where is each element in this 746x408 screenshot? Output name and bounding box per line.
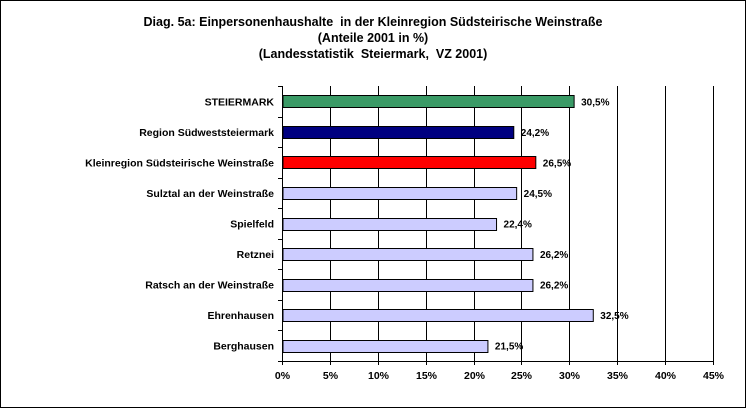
bar	[282, 279, 534, 292]
bar	[282, 156, 537, 169]
bar	[282, 248, 534, 261]
value-label: 26,2%	[540, 250, 568, 261]
x-tick-label: 10%	[368, 370, 390, 382]
x-tick-label: 0%	[275, 370, 291, 382]
category-label: Kleinregion Südsteirische Weinstraße	[85, 157, 274, 169]
chart-title-block: Diag. 5a: Einpersonenhaushalte in der Kl…	[0, 14, 746, 62]
x-tick-label: 15%	[416, 370, 438, 382]
value-label: 24,5%	[524, 189, 552, 200]
category-label: Retznei	[237, 249, 274, 261]
value-label: 26,5%	[543, 158, 571, 169]
chart-subtitle: (Anteile 2001 in %)	[317, 31, 429, 45]
x-tick-label: 40%	[655, 370, 677, 382]
category-label: STEIERMARK	[205, 96, 275, 108]
x-tick-label: 20%	[464, 370, 486, 382]
bar	[282, 309, 594, 322]
chart-title: Diag. 5a: Einpersonenhaushalte in der Kl…	[143, 15, 603, 29]
value-label: 21,5%	[495, 342, 523, 353]
category-label: Region Südweststeiermark	[139, 127, 274, 139]
category-label: Ehrenhausen	[207, 310, 274, 322]
category-label: Spielfeld	[230, 219, 274, 231]
bar	[282, 340, 489, 353]
x-tick-label: 25%	[511, 370, 533, 382]
axes	[278, 86, 714, 365]
value-label: 26,2%	[540, 281, 568, 292]
value-label: 30,5%	[581, 97, 609, 108]
bar	[282, 187, 518, 200]
labels: 0% 5% 10% 15% 20% 25% 30% 35% 40% 45% STEIERMARK 30…	[85, 96, 725, 382]
value-label: 32,5%	[600, 311, 628, 322]
value-label: 24,2%	[521, 128, 549, 139]
value-label: 22,4%	[504, 220, 532, 231]
bar	[282, 218, 498, 231]
category-label: Berghausen	[213, 341, 274, 353]
bar	[282, 126, 515, 139]
x-tick-label: 35%	[607, 370, 629, 382]
x-tick-label: 45%	[703, 370, 725, 382]
x-tick-label: 5%	[323, 370, 339, 382]
category-label: Ratsch an der Weinstraße	[145, 280, 274, 292]
chart-source: (Landesstatistik Steiermark, VZ 2001)	[258, 47, 488, 61]
category-label: Sulztal an der Weinstraße	[146, 188, 274, 200]
bar	[282, 95, 575, 108]
x-tick-label: 30%	[559, 370, 581, 382]
